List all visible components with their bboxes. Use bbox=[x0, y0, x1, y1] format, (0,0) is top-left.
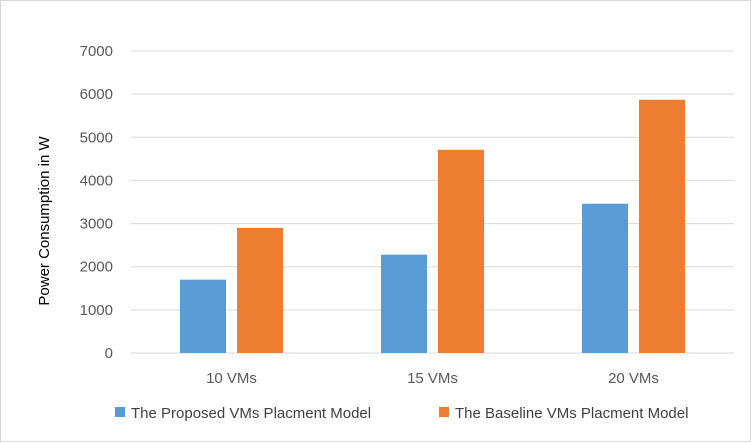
gridlines bbox=[131, 50, 734, 354]
bar-proposed-1 bbox=[180, 279, 226, 353]
x-tick-label: 20 VMs bbox=[608, 370, 659, 387]
bar-proposed-3 bbox=[582, 203, 628, 353]
y-tick-label: 7000 bbox=[80, 43, 113, 60]
x-tick-label: 10 VMs bbox=[206, 370, 257, 387]
bar-proposed-2 bbox=[381, 254, 427, 353]
y-axis-ticks: 0 1000 2000 3000 4000 5000 6000 7000 bbox=[80, 43, 113, 362]
bars bbox=[180, 99, 685, 353]
bar-baseline-2 bbox=[438, 149, 484, 353]
y-axis-label: Power Consumption in W bbox=[36, 136, 53, 306]
y-tick-label: 3000 bbox=[80, 216, 113, 233]
legend-label: The Baseline VMs Placment Model bbox=[455, 405, 688, 422]
x-tick-label: 15 VMs bbox=[407, 370, 458, 387]
y-tick-label: 6000 bbox=[80, 86, 113, 103]
bar-baseline-3 bbox=[639, 99, 685, 353]
legend-swatch bbox=[115, 407, 125, 417]
legend-label: The Proposed VMs Placment Model bbox=[131, 405, 371, 422]
legend-swatch bbox=[439, 407, 449, 417]
y-tick-label: 1000 bbox=[80, 302, 113, 319]
y-tick-label: 2000 bbox=[80, 259, 113, 276]
y-tick-label: 0 bbox=[105, 345, 113, 362]
bar-baseline-1 bbox=[237, 227, 283, 353]
legend: The Proposed VMs Placment Model The Basel… bbox=[115, 405, 688, 422]
y-tick-label: 4000 bbox=[80, 172, 113, 189]
y-tick-label: 5000 bbox=[80, 129, 113, 146]
x-axis-ticks: 10 VMs 15 VMs 20 VMs bbox=[206, 370, 659, 387]
